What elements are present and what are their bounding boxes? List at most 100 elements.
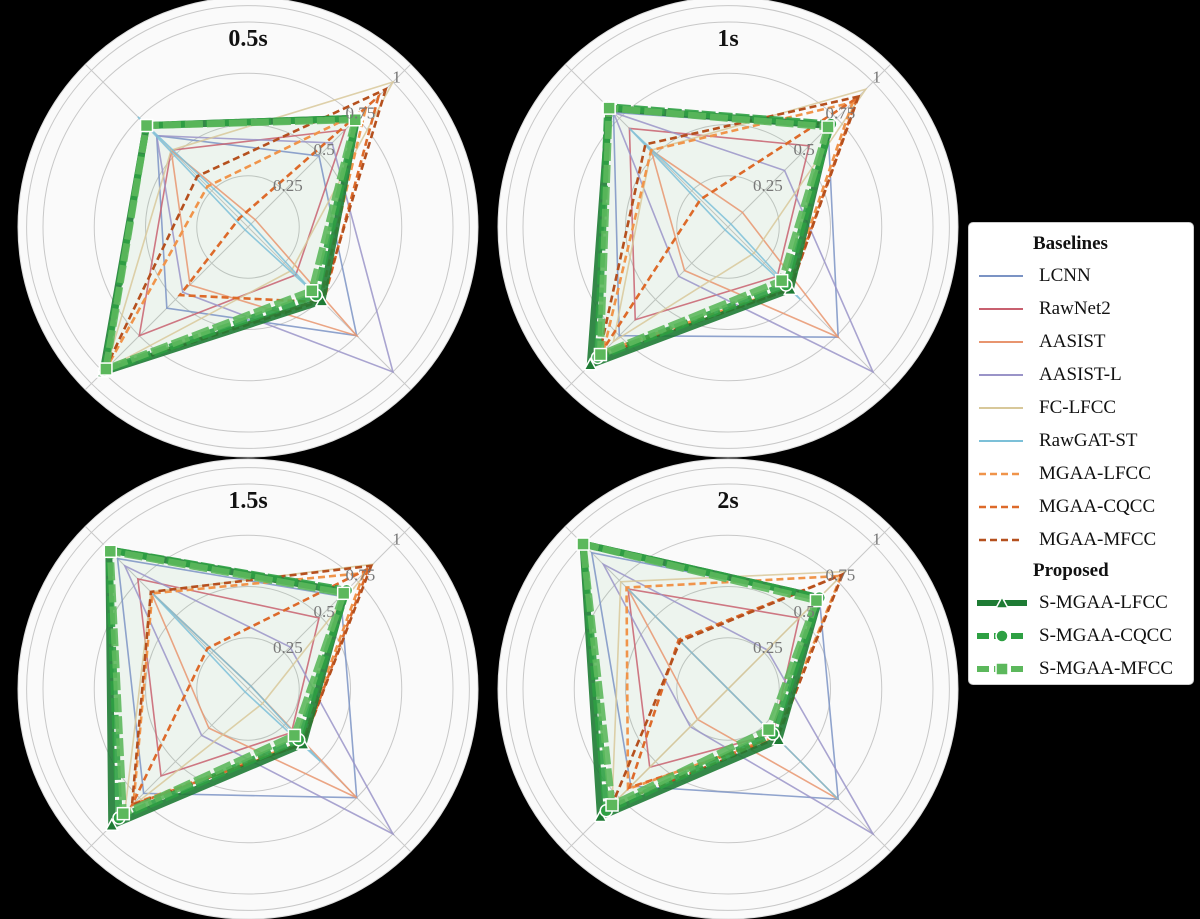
legend-swatch-icon — [979, 406, 1023, 409]
series-s-mgaa-mfcc-marker — [809, 593, 824, 608]
radar-chart-3: 0.25 0.5 0.75 1 2s — [497, 458, 959, 919]
axis-spoke — [85, 64, 249, 228]
grid-circle — [145, 586, 351, 792]
axis-spoke — [727, 226, 891, 390]
legend-label: S-MGAA-MFCC — [1039, 657, 1174, 679]
legend-item-lcnn: LCNN — [969, 259, 1193, 292]
legend-swatch-icon — [979, 307, 1023, 310]
series-s-mgaa-lfcc-marker — [583, 357, 598, 371]
radial-tick-label: 1 — [872, 67, 881, 86]
series-lcnn — [116, 557, 358, 799]
series-s-mgaa-mfcc-marker — [99, 362, 113, 376]
legend-label: MGAA-LFCC — [1039, 462, 1151, 484]
legend-heading-baselines: Baselines — [1033, 233, 1108, 254]
series-s-mgaa-mfcc-marker — [761, 722, 776, 737]
series-s-mgaa-mfcc-marker — [139, 118, 154, 133]
legend-label: RawNet2 — [1039, 297, 1111, 319]
legend: Baselines LCNN RawNet2 AASIST AASIST-L FC-LF… — [968, 222, 1194, 685]
grid-circle — [506, 467, 950, 911]
legend-label: S-MGAA-LFCC — [1039, 591, 1168, 613]
grid-circle — [522, 21, 934, 433]
legend-label: MGAA-CQCC — [1039, 495, 1156, 517]
series-mgaa-mfcc — [130, 564, 374, 807]
chart-title: 1s — [717, 26, 738, 52]
legend-label: RawGAT-ST — [1039, 429, 1138, 451]
series-s-mgaa-mfcc-marker — [605, 798, 619, 812]
axis-spoke — [247, 526, 411, 690]
grid-circle — [676, 175, 780, 279]
grid-circle — [573, 534, 883, 844]
legend-swatch-icon — [977, 661, 1027, 676]
legend-item-mgaa-cqcc: MGAA-CQCC — [969, 490, 1193, 523]
series-s-mgaa-mfcc-marker — [593, 347, 608, 362]
legend-marker — [995, 628, 1009, 643]
legend-marker — [994, 594, 1010, 609]
legend-swatch-icon — [979, 340, 1023, 343]
grid-circle — [42, 21, 454, 433]
series-s-mgaa-mfcc-marker — [287, 728, 302, 743]
grid-circle — [93, 534, 403, 844]
axis-spoke — [247, 688, 411, 852]
legend-swatch-icon — [977, 628, 1027, 643]
proposed-fill-area — [105, 119, 356, 370]
legend-label: AASIST-L — [1039, 363, 1122, 385]
radial-tick-label: 1 — [872, 529, 881, 548]
radial-tick-label: 0.75 — [345, 104, 375, 123]
legend-heading-proposed: Proposed — [1033, 560, 1109, 581]
legend-label: LCNN — [1039, 264, 1091, 286]
legend-swatch-icon — [979, 373, 1023, 376]
series-lcnn — [155, 134, 358, 337]
legend-label: FC-LFCC — [1039, 396, 1117, 418]
series-rawgat-st — [627, 588, 839, 800]
series-s-mgaa-mfcc-marker — [336, 586, 351, 601]
radar-chart-0: 0.25 0.5 0.75 1 0.5s — [17, 0, 479, 458]
series-s-mgaa-mfcc-marker — [305, 284, 319, 298]
series-s-mgaa-lfcc-marker — [104, 817, 120, 832]
legend-label: AASIST — [1039, 330, 1106, 352]
legend-swatch-icon — [979, 472, 1023, 475]
radial-tick-label: 0.5 — [794, 140, 815, 159]
radial-tick-label: 0.5 — [314, 602, 335, 621]
legend-label: MGAA-MFCC — [1039, 528, 1157, 550]
legend-item-s-mgaa-lfcc: S-MGAA-LFCC — [969, 586, 1193, 619]
grid-circle — [196, 175, 300, 279]
series-rawgat-st — [137, 116, 314, 293]
legend-item-s-mgaa-cqcc: S-MGAA-CQCC — [969, 619, 1193, 652]
series-s-mgaa-mfcc-marker — [576, 537, 590, 551]
radial-tick-label: 0.25 — [273, 176, 303, 195]
series-mgaa-mfcc — [102, 86, 388, 373]
radial-tick-label: 0.5 — [794, 602, 815, 621]
series-s-mgaa-mfcc-marker — [774, 273, 789, 288]
radial-tick-label: 0.25 — [273, 638, 303, 657]
grid-circle — [522, 483, 934, 895]
radar-chart-2: 0.25 0.5 0.75 1 1.5s — [17, 458, 479, 919]
legend-item-mgaa-lfcc: MGAA-LFCC — [969, 457, 1193, 490]
legend-swatch-icon — [979, 538, 1023, 541]
series-aasist-l — [612, 111, 875, 374]
series-s-mgaa-mfcc-marker — [116, 806, 131, 821]
grid-circle — [93, 72, 403, 382]
series-aasist — [649, 148, 841, 340]
chart-title: 2s — [717, 488, 738, 514]
series-fc-lfcc — [612, 87, 868, 344]
series-rawnet2 — [628, 127, 811, 321]
series-s-mgaa-mfcc-marker — [348, 112, 363, 127]
radial-tick-label: 0.75 — [825, 104, 855, 123]
radial-tick-label: 1 — [392, 529, 401, 548]
series-s-mgaa-mfcc-marker — [821, 120, 835, 134]
legend-item-fc-lfcc: FC-LFCC — [969, 391, 1193, 424]
series-aasist-l — [155, 134, 395, 374]
legend-swatch-icon — [977, 594, 1027, 609]
grid-circle — [26, 5, 470, 449]
legend-item-aasist-l: AASIST-L — [969, 358, 1193, 391]
legend-item-aasist: AASIST — [969, 325, 1193, 358]
series-rawnet2 — [138, 128, 347, 337]
radial-tick-label: 1 — [392, 67, 401, 86]
grid-circle — [676, 637, 780, 741]
radial-tick-label: 0.25 — [753, 638, 783, 657]
radial-tick-label: 0.5 — [314, 140, 335, 159]
series-mgaa-cqcc — [627, 572, 845, 790]
radial-tick-label: 0.75 — [345, 566, 375, 585]
legend-swatch-icon — [979, 505, 1023, 508]
